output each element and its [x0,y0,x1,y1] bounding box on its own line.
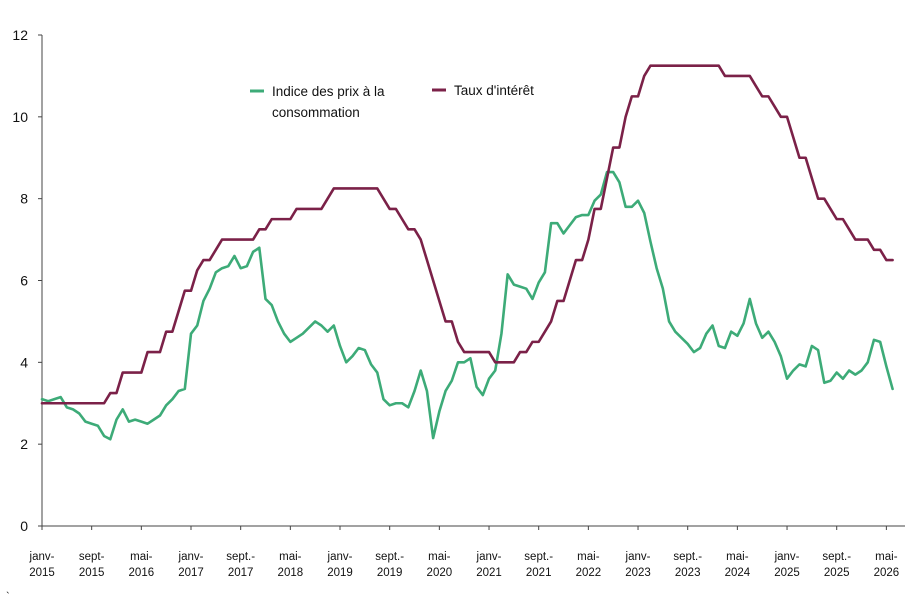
x-tick-label: mai-2016 [129,551,155,579]
x-tick-label: sept-2015 [79,551,105,579]
x-tick-label: mai-2026 [874,551,900,579]
y-tick-label: 2 [20,436,28,452]
x-tick-label: janv-2015 [29,551,55,579]
y-tick-label: 4 [20,354,28,370]
x-tick-label: janv-2021 [476,551,502,579]
x-tick-label: janv-2019 [327,551,353,579]
x-tick-label: sept.-2017 [226,551,255,579]
legend-entry: Taux d'intérêt [454,83,534,98]
x-tick-label: sept.-2023 [673,551,702,579]
x-tick-label: janv-2017 [178,551,204,579]
series-line-1 [40,170,894,441]
legend-entry: Indice des prix à la consommation [272,84,385,120]
y-tick-label: 6 [20,273,28,289]
x-tick-label: sept.-2019 [375,551,404,579]
series-lines [40,64,894,441]
y-tick-label: 8 [20,191,28,207]
axes: 0 2 4 6 8 10 12 janv-2015 sept-2015 mai-2016 janv-… [12,27,905,579]
legend: Indice des prix à la consommation Taux d'i… [250,83,534,120]
x-tick-label: sept.-2021 [524,551,553,579]
y-tick-label: 12 [12,27,28,43]
x-tick-label: mai-2018 [278,551,304,579]
x-tick-label: sept.-2025 [822,551,851,579]
series-line-2 [40,64,894,405]
y-tick-label: 0 [20,518,28,534]
x-tick-label: janv-2025 [774,551,800,579]
y-tick-label: 10 [12,109,28,125]
x-tick-label: mai-2020 [427,551,453,579]
x-tick-label: mai-2022 [576,551,602,579]
x-tick-label: mai-2024 [725,551,751,579]
footnote-mark: ` [6,591,10,600]
x-tick-label: janv-2023 [625,551,651,579]
